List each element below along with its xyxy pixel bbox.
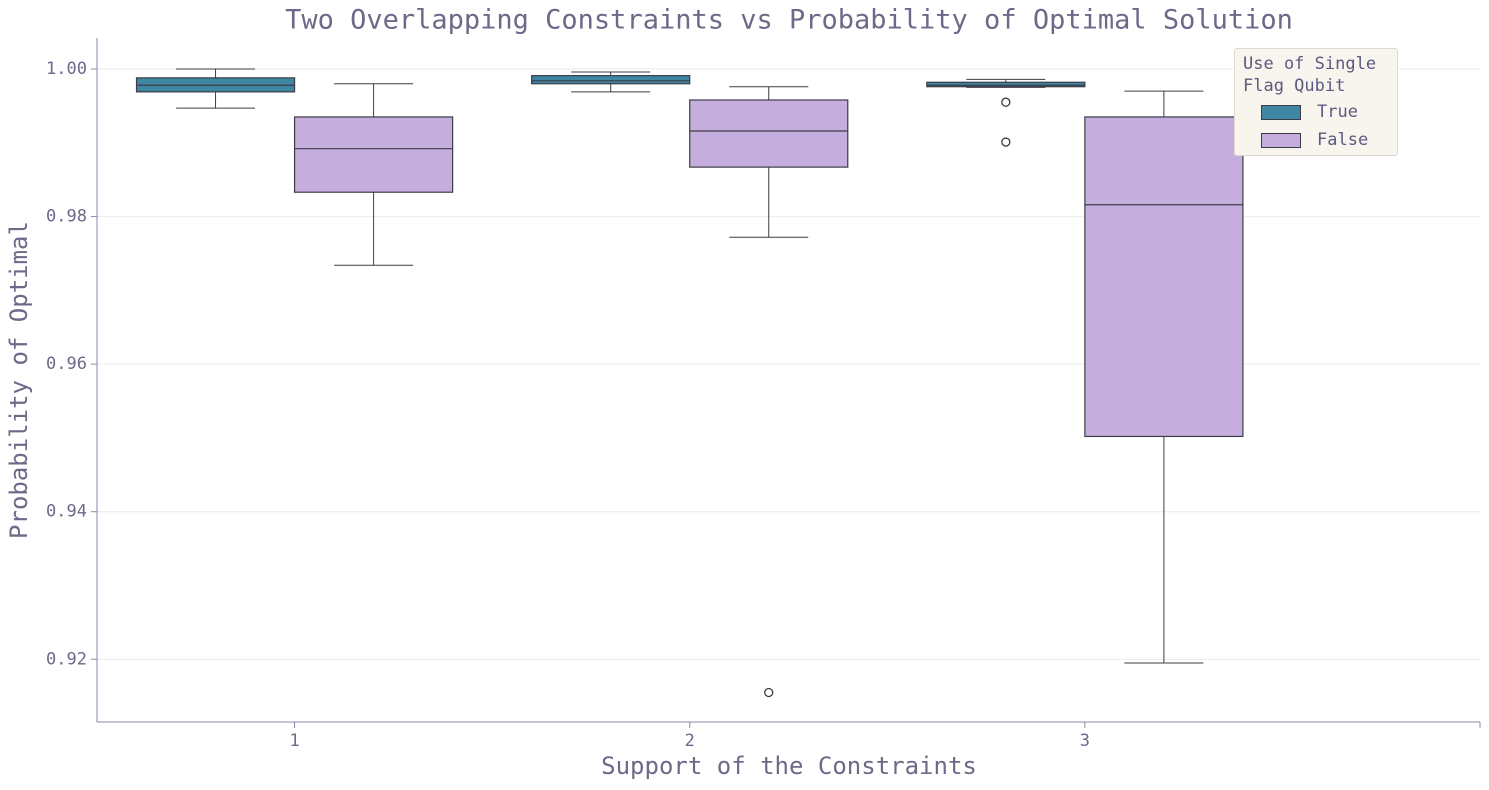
y-axis-label: Probability of Optimal — [5, 221, 33, 539]
flier — [1001, 97, 1011, 107]
y-tick-label: 0.98 — [46, 207, 87, 227]
x-tick-label: 1 — [289, 731, 299, 751]
legend-entry: True — [1261, 102, 1358, 122]
flier — [1001, 137, 1011, 147]
legend: Use of Single Flag Qubit True False — [1234, 48, 1398, 156]
legend-label: True — [1317, 102, 1358, 122]
box — [689, 99, 849, 168]
box — [926, 81, 1086, 88]
legend-entry: False — [1261, 130, 1368, 150]
box — [1084, 116, 1244, 438]
y-tick-label: 1.00 — [46, 59, 87, 79]
legend-swatch — [1261, 132, 1301, 148]
flier — [764, 687, 774, 698]
chart-title: Two Overlapping Constraints vs Probabili… — [285, 5, 1293, 36]
box — [293, 116, 454, 193]
legend-swatch — [1261, 104, 1301, 120]
x-tick-label: 2 — [685, 731, 695, 751]
y-tick-label: 0.96 — [46, 354, 87, 374]
y-tick-label: 0.92 — [46, 649, 87, 669]
x-tick-label: 3 — [1080, 731, 1090, 751]
y-tick-label: 0.94 — [46, 502, 87, 522]
x-axis-label: Support of the Constraints — [601, 752, 977, 780]
legend-title: Use of Single Flag Qubit — [1243, 54, 1377, 96]
box — [531, 75, 691, 85]
legend-label: False — [1317, 130, 1369, 150]
